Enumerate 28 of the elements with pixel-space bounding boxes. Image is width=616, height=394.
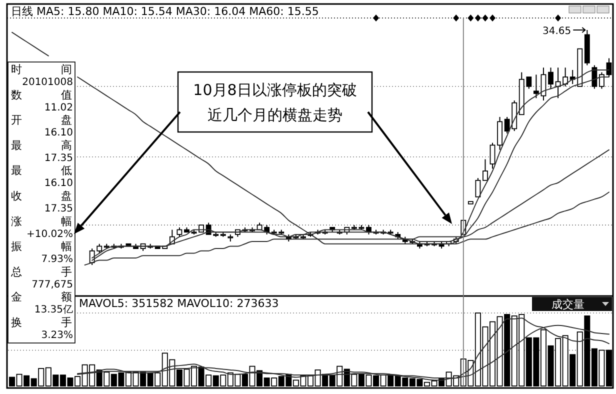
annotation: 最低	[11, 164, 72, 178]
annotation: 涨幅	[11, 214, 72, 228]
annotation: 振幅	[11, 240, 72, 254]
annotation: 近几个月的横盘走势	[208, 106, 342, 124]
chart-title: MAVOL5: 351582 MAVOL10: 273633	[79, 297, 279, 310]
annotation: 时间	[11, 63, 72, 76]
annotation: 换手	[11, 316, 72, 329]
text: 成交量	[552, 298, 584, 311]
annotation: 13.35亿	[34, 304, 73, 316]
annotation: 16.10	[44, 128, 73, 139]
chart-title: 日线 MA5: 15.80 MA10: 15.54 MA30: 16.04 MA60: 15.55	[11, 5, 319, 18]
annotation: 34.65	[542, 26, 572, 37]
annotation: 收盘	[11, 190, 72, 202]
annotation: 3.23%	[41, 330, 73, 341]
annotation: 17.35	[44, 152, 73, 164]
annotation: 10月8日以涨停板的突破	[193, 81, 357, 99]
text: 777,675	[32, 279, 73, 290]
text: 金额	[11, 290, 72, 304]
annotation: 16.10	[44, 178, 73, 190]
annotation: +10.02%	[26, 228, 73, 240]
annotation: 20101008	[22, 77, 73, 88]
annotation: 最高	[11, 138, 72, 152]
annotation: 开盘	[11, 114, 72, 127]
text: 总手	[10, 265, 72, 278]
annotation: 11.02	[44, 102, 73, 114]
annotation: 数值	[11, 88, 72, 102]
annotation: 7.93%	[41, 254, 73, 266]
annotation: 17.35	[44, 204, 73, 214]
